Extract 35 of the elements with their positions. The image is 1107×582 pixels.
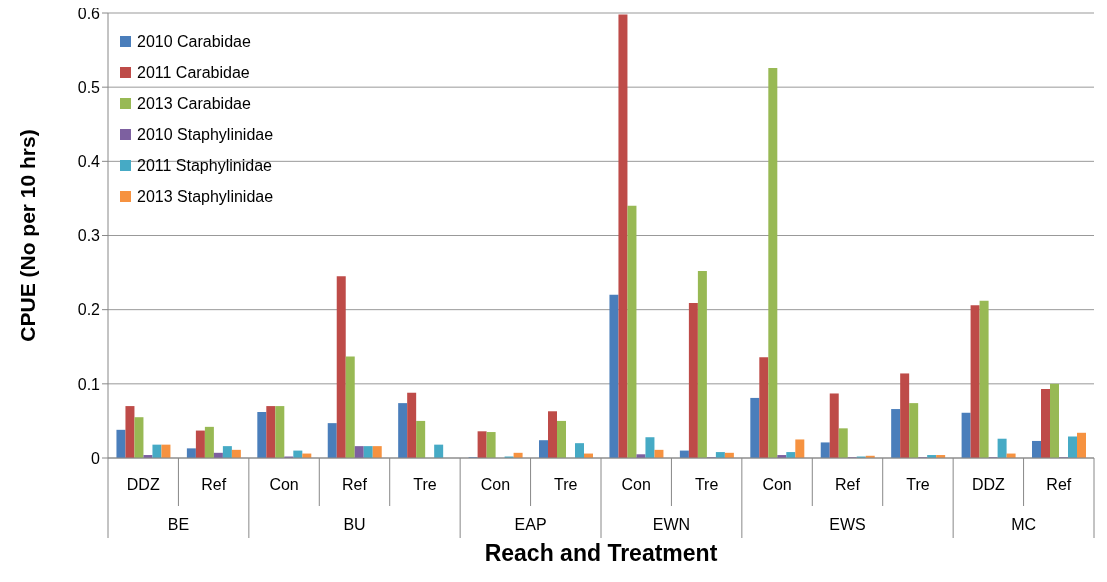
text: EAP (514, 516, 547, 533)
y-axis-title: CPUE (No per 10 hrs) (16, 129, 40, 342)
legend-label: 2011 Carabidae (137, 63, 250, 82)
x-tick-label: Tre (906, 476, 930, 493)
legend-label: 2013 Staphylinidae (137, 187, 274, 206)
y-tick-label: 0.3 (77, 227, 101, 245)
x-tick-label: DDZ (126, 476, 160, 493)
x-tick-label: Ref (835, 476, 861, 493)
text: EWN (652, 516, 691, 533)
x-axis-title: Reach and Treatment (483, 540, 719, 567)
y-tick-label: 0 (91, 449, 101, 467)
x-tick-label: Tre (694, 476, 719, 493)
x-tick-label: Tre (554, 476, 578, 493)
text: BU (343, 516, 366, 533)
x-tick-label: Ref (201, 476, 227, 493)
legend-label: 2013 Carabidae (137, 94, 251, 113)
y-tick-label: 0.5 (77, 78, 101, 96)
y-tick-label: 0.2 (77, 301, 101, 319)
x-tick-label: Con (621, 476, 651, 493)
x-tick-label: Con (762, 476, 792, 493)
text: EWS (829, 516, 866, 533)
y-tick-label: 0.4 (77, 153, 101, 171)
text: MC (1011, 516, 1037, 533)
x-tick-label: Tre (413, 476, 437, 493)
text: BE (167, 516, 190, 533)
legend-label: 2011 Staphylinidae (137, 156, 272, 175)
x-tick-label: Con (269, 476, 299, 493)
x-tick-label: Ref (342, 476, 368, 493)
x-tick-label: DDZ (971, 476, 1006, 493)
x-tick-label: Con (480, 476, 511, 493)
y-tick-label: 0.1 (77, 375, 101, 393)
y-tick-label: 0.6 (77, 4, 101, 22)
legend-label: 2010 Staphylinidae (137, 125, 274, 144)
x-tick-label: Ref (1046, 476, 1072, 493)
legend-label: 2010 Carabidae (137, 32, 251, 51)
